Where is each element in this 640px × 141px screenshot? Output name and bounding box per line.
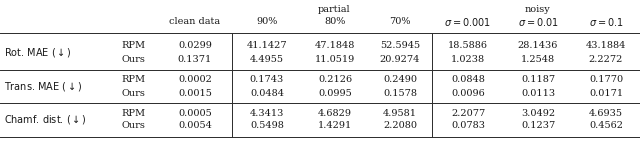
Text: 4.3413: 4.3413 (250, 109, 284, 117)
Text: 0.1770: 0.1770 (589, 75, 623, 84)
Text: 4.4955: 4.4955 (250, 55, 284, 63)
Text: 2.2080: 2.2080 (383, 122, 417, 131)
Text: 0.1237: 0.1237 (521, 122, 555, 131)
Text: Rot. MAE $(\downarrow)$: Rot. MAE $(\downarrow)$ (4, 46, 72, 59)
Text: 0.4562: 0.4562 (589, 122, 623, 131)
Text: Chamf. dist. $(\downarrow)$: Chamf. dist. $(\downarrow)$ (4, 113, 87, 126)
Text: 0.2490: 0.2490 (383, 75, 417, 84)
Text: 0.0005: 0.0005 (178, 109, 212, 117)
Text: 1.2548: 1.2548 (521, 55, 555, 63)
Text: 0.0299: 0.0299 (178, 41, 212, 50)
Text: 4.6829: 4.6829 (318, 109, 352, 117)
Text: $\sigma = 0.001$: $\sigma = 0.001$ (444, 16, 492, 28)
Text: $\sigma = 0.01$: $\sigma = 0.01$ (518, 16, 559, 28)
Text: 52.5945: 52.5945 (380, 41, 420, 50)
Text: RPM: RPM (121, 109, 145, 117)
Text: 0.0848: 0.0848 (451, 75, 485, 84)
Text: 41.1427: 41.1427 (246, 41, 287, 50)
Text: 70%: 70% (389, 17, 411, 27)
Text: 90%: 90% (256, 17, 278, 27)
Text: 2.2077: 2.2077 (451, 109, 485, 117)
Text: 18.5886: 18.5886 (448, 41, 488, 50)
Text: 4.9581: 4.9581 (383, 109, 417, 117)
Text: 0.0171: 0.0171 (589, 89, 623, 97)
Text: 0.1371: 0.1371 (178, 55, 212, 63)
Text: 0.0015: 0.0015 (178, 89, 212, 97)
Text: 3.0492: 3.0492 (521, 109, 555, 117)
Text: 0.1743: 0.1743 (250, 75, 284, 84)
Text: RPM: RPM (121, 75, 145, 84)
Text: 4.6935: 4.6935 (589, 109, 623, 117)
Text: 0.5498: 0.5498 (250, 122, 284, 131)
Text: 11.0519: 11.0519 (315, 55, 355, 63)
Text: Trans. MAE $(\downarrow)$: Trans. MAE $(\downarrow)$ (4, 80, 83, 93)
Text: Ours: Ours (121, 55, 145, 63)
Text: 0.0054: 0.0054 (178, 122, 212, 131)
Text: partial: partial (317, 5, 350, 14)
Text: 0.0995: 0.0995 (318, 89, 352, 97)
Text: 0.2126: 0.2126 (318, 75, 352, 84)
Text: 43.1884: 43.1884 (586, 41, 626, 50)
Text: Ours: Ours (121, 122, 145, 131)
Text: $\sigma = 0.1$: $\sigma = 0.1$ (589, 16, 623, 28)
Text: Ours: Ours (121, 89, 145, 97)
Text: 28.1436: 28.1436 (518, 41, 558, 50)
Text: 0.0783: 0.0783 (451, 122, 485, 131)
Text: 20.9274: 20.9274 (380, 55, 420, 63)
Text: 0.0484: 0.0484 (250, 89, 284, 97)
Text: 0.1578: 0.1578 (383, 89, 417, 97)
Text: noisy: noisy (524, 5, 550, 14)
Text: 80%: 80% (324, 17, 346, 27)
Text: 0.0096: 0.0096 (451, 89, 485, 97)
Text: 1.4291: 1.4291 (318, 122, 352, 131)
Text: 2.2272: 2.2272 (589, 55, 623, 63)
Text: 0.1187: 0.1187 (521, 75, 555, 84)
Text: 47.1848: 47.1848 (315, 41, 355, 50)
Text: clean data: clean data (170, 17, 221, 27)
Text: 0.0002: 0.0002 (178, 75, 212, 84)
Text: 1.0238: 1.0238 (451, 55, 485, 63)
Text: RPM: RPM (121, 41, 145, 50)
Text: 0.0113: 0.0113 (521, 89, 555, 97)
